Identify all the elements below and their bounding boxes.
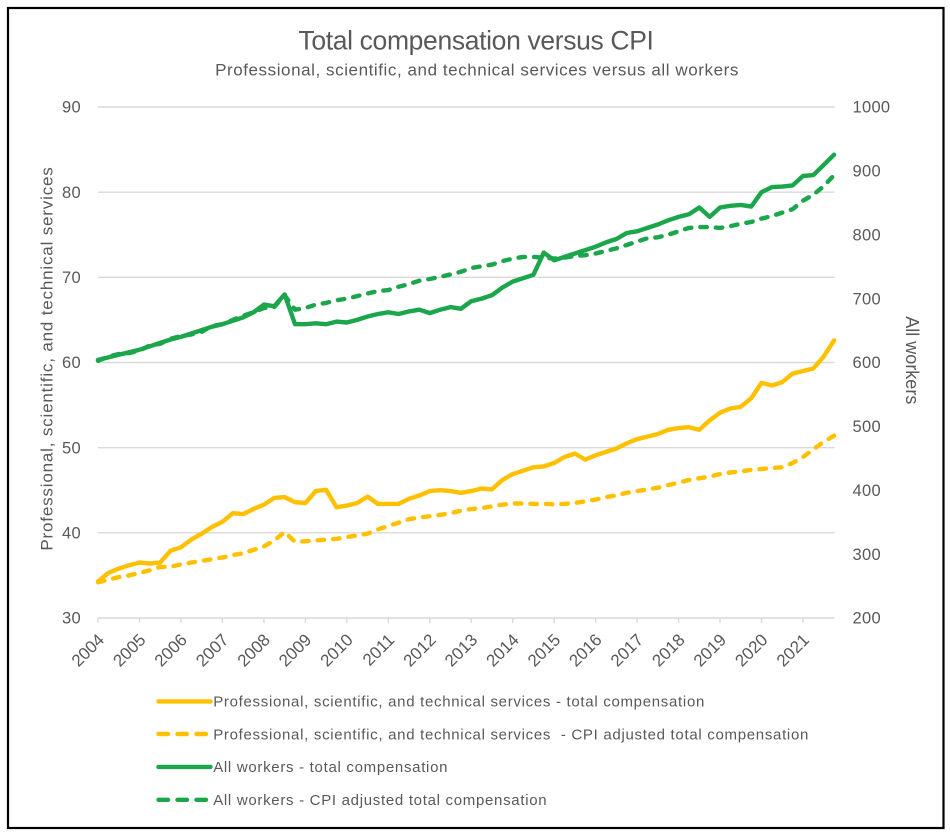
svg-text:All workers - total compensati: All workers - total compensation — [213, 759, 448, 776]
svg-text:Professional, scientific, and: Professional, scientific, and technical … — [215, 61, 739, 80]
svg-text:Professional, scientific, and: Professional, scientific, and technical … — [213, 726, 809, 743]
svg-text:80: 80 — [62, 184, 81, 202]
svg-text:30: 30 — [62, 610, 81, 628]
svg-text:All workers: All workers — [902, 316, 922, 404]
svg-text:900: 900 — [853, 163, 881, 181]
svg-text:800: 800 — [853, 226, 881, 244]
svg-text:50: 50 — [62, 439, 81, 457]
svg-text:40: 40 — [62, 525, 81, 543]
svg-text:700: 700 — [853, 290, 881, 308]
svg-text:300: 300 — [853, 546, 881, 564]
svg-text:90: 90 — [62, 99, 81, 117]
svg-text:Total compensation versus CPI: Total compensation versus CPI — [298, 26, 653, 56]
svg-text:60: 60 — [62, 354, 81, 372]
svg-text:600: 600 — [853, 354, 881, 372]
svg-text:400: 400 — [853, 482, 881, 500]
svg-text:1000: 1000 — [853, 99, 891, 117]
svg-text:Professional, scientific, and: Professional, scientific, and technical … — [213, 694, 705, 711]
svg-text:Professional, scientific, and: Professional, scientific, and technical … — [37, 166, 56, 550]
svg-text:500: 500 — [853, 418, 881, 436]
svg-text:70: 70 — [62, 269, 81, 287]
svg-text:200: 200 — [853, 610, 881, 628]
svg-text:All workers - CPI adjusted tot: All workers - CPI adjusted total compens… — [213, 792, 547, 809]
